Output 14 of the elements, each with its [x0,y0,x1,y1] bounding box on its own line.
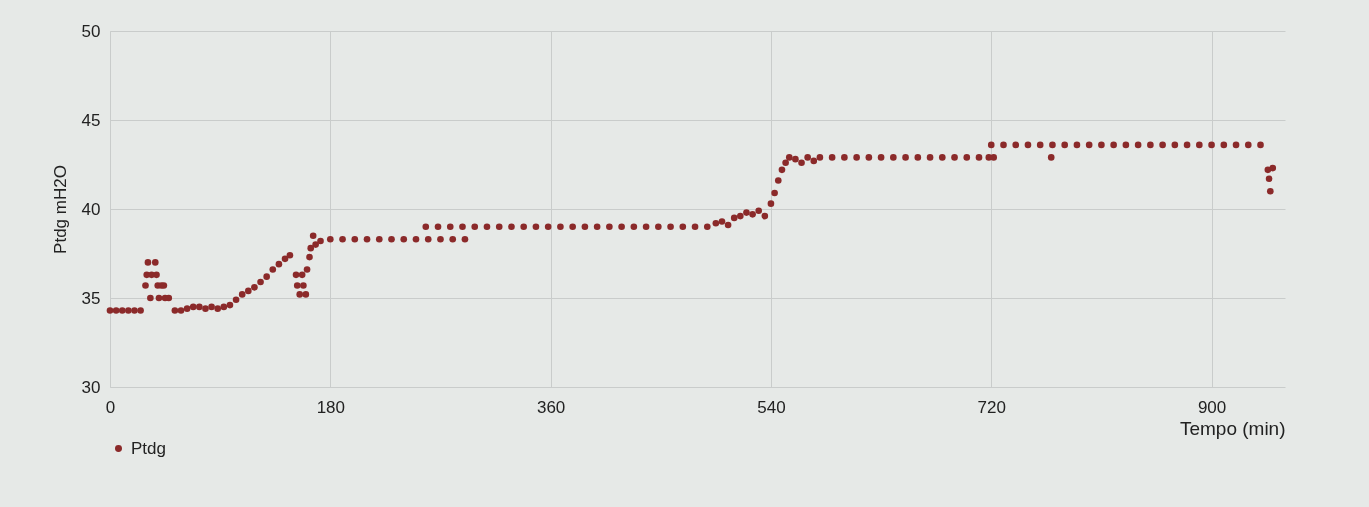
y-tick-label: 50 [81,21,101,41]
x-tick-label: 720 [977,397,1006,417]
x-tick-label: 900 [1197,397,1227,417]
legend-label: Ptdg [131,438,166,458]
x-axis-title: Tempo (min) [1179,417,1286,439]
y-axis-title: Ptdg mH2O [50,165,70,254]
x-tick-label: 0 [105,397,116,417]
y-tick-label: 35 [81,288,101,308]
y-tick-label: 40 [81,199,101,219]
x-tick-label: 180 [316,397,345,417]
x-tick-label: 360 [536,397,566,417]
y-tick-label: 30 [81,377,101,397]
y-tick-label: 45 [81,110,101,130]
x-tick-label: 540 [757,397,786,417]
